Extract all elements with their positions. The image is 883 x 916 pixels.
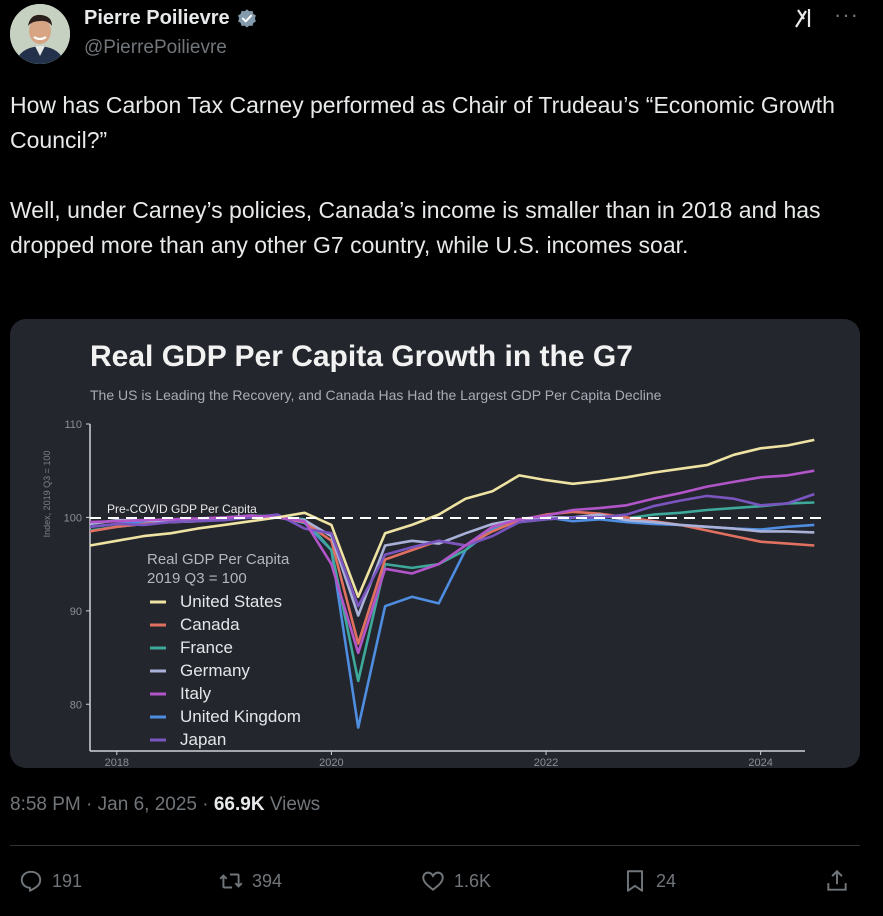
tweet-paragraph-1: How has Carbon Tax Carney performed as C… [10, 92, 835, 153]
baseline-label: Pre-COVID GDP Per Capita [107, 502, 257, 516]
meta-separator: · [202, 794, 214, 815]
chart-legend: Real GDP Per Capita 2019 Q3 = 100 United… [147, 551, 301, 749]
series-line-japan [89, 492, 815, 608]
x-tick-label: 2020 [319, 757, 343, 768]
share-icon [827, 869, 847, 891]
legend-title: Real GDP Per Capita [147, 551, 290, 568]
bookmark-button[interactable]: 24 [622, 868, 676, 894]
verified-badge-icon [237, 8, 256, 28]
grok-icon[interactable] [793, 5, 819, 31]
chart-subtitle: The US is Leading the Recovery, and Cana… [90, 387, 662, 403]
y-tick-label: 100 [64, 512, 82, 524]
reply-button[interactable]: 191 [18, 868, 82, 894]
legend-item-label: United Kingdom [180, 707, 301, 726]
x-tick-label: 2022 [534, 757, 558, 768]
y-tick-label: 80 [70, 699, 82, 711]
series-line-united-states [89, 438, 815, 599]
like-button[interactable]: 1.6K [420, 868, 491, 894]
meta-separator: · [86, 794, 98, 815]
repost-count: 394 [252, 870, 283, 891]
author-handle[interactable]: @PierrePoilievre [84, 37, 227, 58]
reply-icon [20, 870, 42, 892]
views-label: Views [269, 794, 321, 815]
legend-item-label: France [180, 638, 233, 657]
tweet-text: How has Carbon Tax Carney performed as C… [10, 88, 870, 263]
like-count: 1.6K [454, 870, 492, 891]
chart-title: Real GDP Per Capita Growth in the G7 [90, 340, 633, 373]
legend-item-label: Japan [180, 730, 226, 749]
legend-subtitle: 2019 Q3 = 100 [147, 570, 247, 587]
tweet-actions: 191 394 1.6K 24 [0, 862, 883, 902]
bookmark-count: 24 [656, 870, 677, 891]
x-tick-label: 2024 [748, 757, 772, 768]
tweet-media-chart[interactable]: Real GDP Per Capita Growth in the G7 The… [10, 319, 860, 768]
series-line-italy [89, 469, 815, 655]
y-axis-label: Index, 2019 Q3 = 100 [42, 451, 52, 538]
tweet-paragraph-2: Well, under Carney’s policies, Canada’s … [10, 197, 821, 258]
legend-item-label: United States [180, 592, 282, 611]
gdp-chart: Real GDP Per Capita Growth in the G7 The… [42, 340, 825, 768]
more-options-icon[interactable]: ··· [834, 2, 859, 27]
y-tick-label: 110 [64, 419, 82, 431]
avatar[interactable] [10, 4, 70, 64]
tweet-time[interactable]: 8:58 PM [10, 794, 81, 815]
legend-item-label: Canada [180, 615, 240, 634]
repost-button[interactable]: 394 [218, 868, 282, 894]
avatar-photo [10, 4, 70, 64]
reply-count: 191 [52, 870, 83, 891]
tweet-date[interactable]: Jan 6, 2025 [97, 794, 197, 815]
author-name-text[interactable]: Pierre Poilievre [84, 7, 230, 29]
tweet-paragraph-spacer [10, 158, 870, 193]
bookmark-icon [626, 870, 644, 892]
y-tick-label: 90 [70, 606, 82, 618]
chart-axes: 110 100 90 80 2018 2020 2022 2024 [64, 419, 805, 768]
repost-icon [219, 873, 243, 889]
divider [10, 845, 860, 846]
author-name[interactable]: Pierre Poilievre [84, 7, 258, 30]
views-count: 66.9K [213, 794, 265, 815]
share-button[interactable] [824, 868, 850, 894]
legend-item-label: Germany [180, 661, 250, 680]
x-tick-label: 2018 [105, 757, 129, 768]
chart-series-lines [89, 438, 815, 729]
legend-item-label: Italy [180, 684, 212, 703]
heart-icon [422, 871, 444, 891]
tweet-meta: 8:58 PM · Jan 6, 2025 · 66.9K Views [10, 794, 320, 816]
